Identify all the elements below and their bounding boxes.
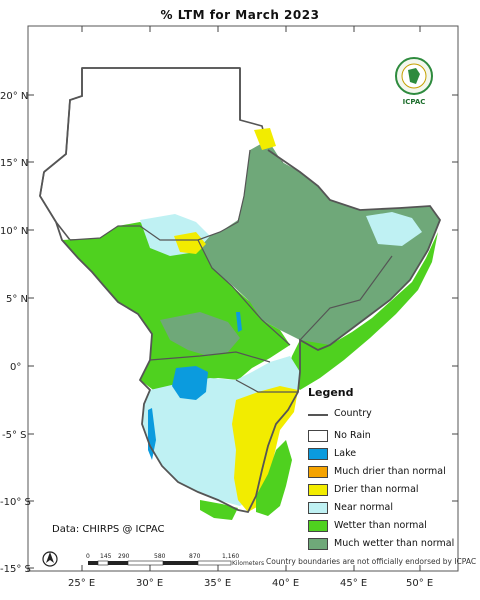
scale-unit: Kilometers bbox=[232, 560, 265, 567]
icpac-logo bbox=[386, 56, 442, 116]
data-source-text: Data: CHIRPS @ ICPAC bbox=[52, 524, 165, 535]
legend-item-country: Country bbox=[308, 408, 468, 422]
lon-label-50e: 50° E bbox=[406, 578, 433, 589]
legend-label-country: Country bbox=[334, 408, 372, 419]
legend-item-no-rain: No Rain bbox=[308, 430, 468, 444]
disclaimer-text: Country boundaries are not officially en… bbox=[266, 557, 477, 566]
legend-label-lake: Lake bbox=[334, 448, 357, 459]
lat-label-15s: -15° S bbox=[0, 564, 31, 575]
map-title: % LTM for March 2023 bbox=[160, 8, 320, 22]
legend-label-near-normal: Near normal bbox=[334, 502, 393, 513]
scale-tick-1160: 1,160 bbox=[222, 553, 239, 560]
lat-label-5s: -5° S bbox=[2, 430, 27, 441]
lon-label-45e: 45° E bbox=[340, 578, 367, 589]
scale-tick-580: 580 bbox=[154, 553, 166, 560]
legend-label-wetter: Wetter than normal bbox=[334, 520, 427, 531]
legend: Legend Country No Rain Lake Much drier t… bbox=[304, 382, 464, 552]
scale-tick-870: 870 bbox=[189, 553, 201, 560]
scale-tick-290: 290 bbox=[118, 553, 130, 560]
legend-item-wetter: Wetter than normal bbox=[308, 520, 468, 534]
lat-label-10n: 10° N bbox=[0, 226, 28, 237]
legend-item-drier: Drier than normal bbox=[308, 484, 468, 498]
legend-title: Legend bbox=[308, 386, 354, 399]
legend-label-much-drier: Much drier than normal bbox=[334, 466, 446, 477]
legend-item-much-wetter: Much wetter than normal bbox=[308, 538, 468, 552]
lon-label-40e: 40° E bbox=[272, 578, 299, 589]
lon-label-30e: 30° E bbox=[136, 578, 163, 589]
lat-label-15n: 15° N bbox=[0, 158, 28, 169]
scale-tick-0: 0 bbox=[86, 553, 90, 560]
legend-label-much-wetter: Much wetter than normal bbox=[334, 538, 455, 549]
region-map bbox=[39, 67, 442, 520]
lon-label-35e: 35° E bbox=[204, 578, 231, 589]
lon-label-25e: 25° E bbox=[68, 578, 95, 589]
lat-label-20n: 20° N bbox=[0, 91, 28, 102]
lat-label-5n: 5° N bbox=[6, 294, 28, 305]
legend-item-lake: Lake bbox=[308, 448, 468, 462]
legend-label-no-rain: No Rain bbox=[334, 430, 371, 441]
legend-item-near-normal: Near normal bbox=[308, 502, 468, 516]
scale-tick-145: 145 bbox=[100, 553, 112, 560]
north-arrow-icon bbox=[42, 551, 58, 567]
lat-label-10s: -10° S bbox=[0, 497, 31, 508]
scale-bar: 0 145 290 580 870 1,160 bbox=[86, 553, 239, 566]
logo-label: ICPAC bbox=[402, 98, 426, 106]
legend-item-much-drier: Much drier than normal bbox=[308, 466, 468, 480]
legend-label-drier: Drier than normal bbox=[334, 484, 419, 495]
lat-ticks bbox=[28, 94, 458, 569]
lon-ticks bbox=[81, 26, 421, 571]
lat-label-0: 0° bbox=[10, 362, 21, 373]
